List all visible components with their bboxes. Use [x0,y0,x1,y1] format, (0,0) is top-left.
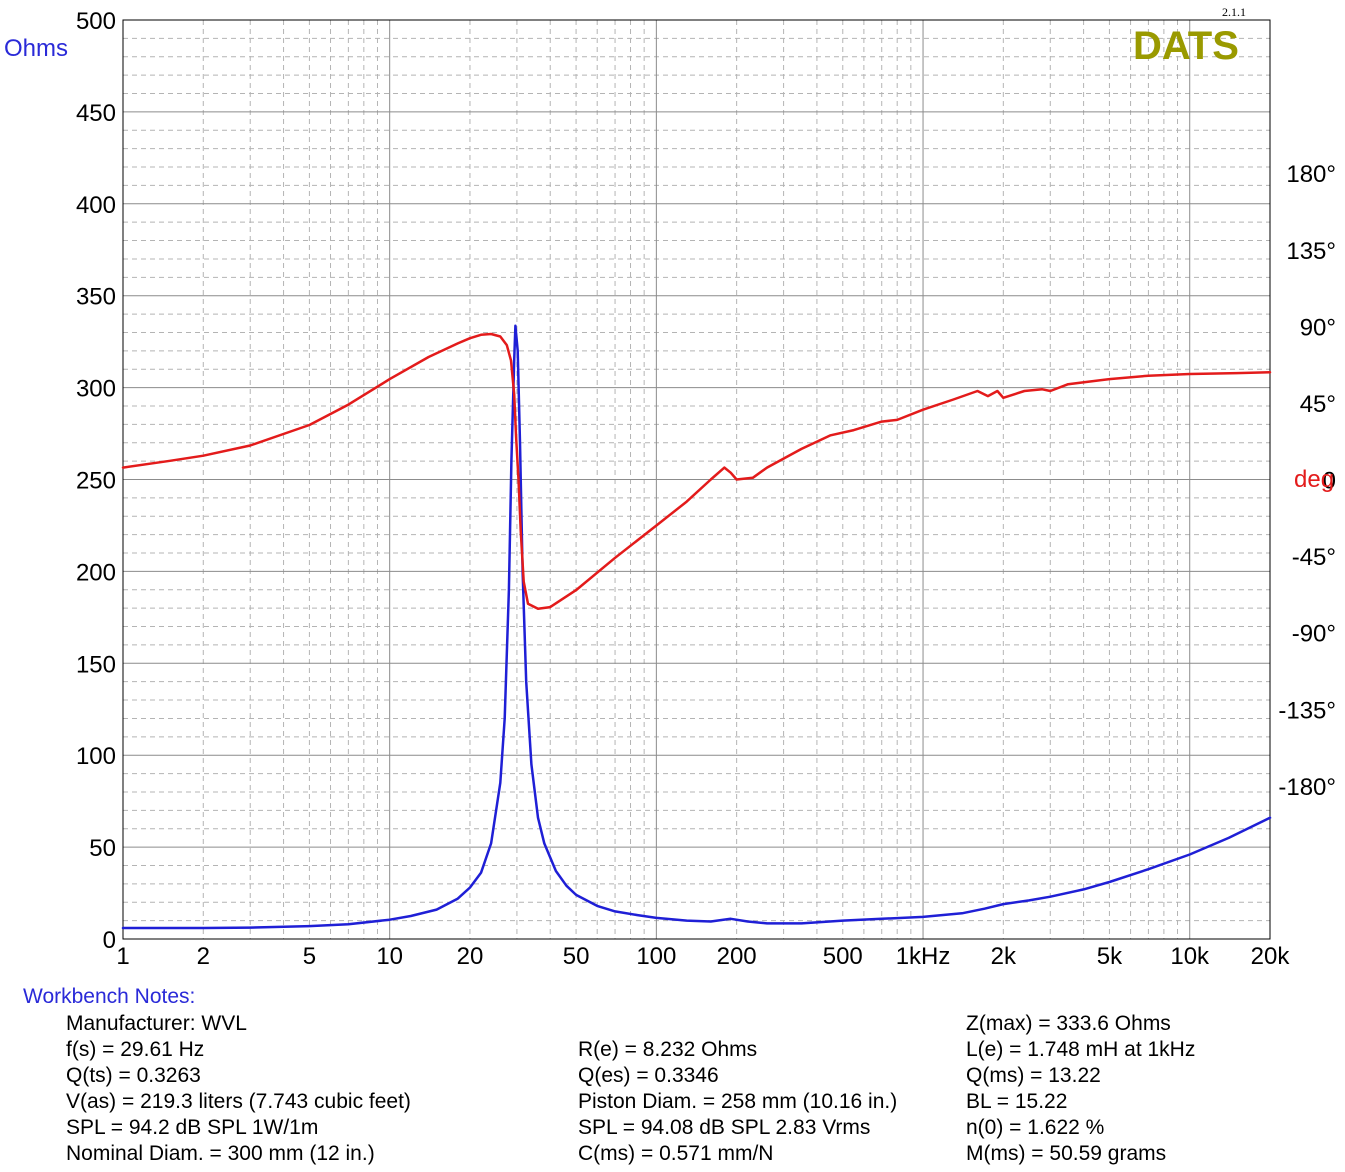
x-tick-label: 20 [457,943,484,970]
version-label: 2.1.1 [1222,5,1246,19]
left-tick-label: 200 [76,559,116,586]
note-zmax: Z(max) = 333.6 Ohms [966,1012,1171,1035]
note-fs: f(s) = 29.61 Hz [66,1038,205,1061]
left-axis-label: Ohms [4,35,68,62]
left-axis-ticks: 0 50 100 150 200 250 300 350 400 450 500 [76,8,116,954]
left-tick-label: 100 [76,743,116,770]
left-tick-label: 250 [76,468,116,495]
note-piston-diam: Piston Diam. = 258 mm (10.16 in.) [578,1090,898,1113]
notes-heading: Workbench Notes: [23,985,196,1008]
left-tick-label: 450 [76,100,116,127]
x-tick-label: 50 [563,943,590,970]
series-layer [121,324,1272,930]
right-tick-label: 0 [1323,468,1336,495]
right-tick-label: -45° [1292,544,1336,571]
x-axis-ticks: 1 2 5 10 20 50 100 200 500 1kHz 2k 5k 10k 20k [116,943,1290,970]
left-tick-label: 150 [76,651,116,678]
x-tick-label: 1kHz [896,943,951,970]
note-qts: Q(ts) = 0.3263 [66,1064,201,1087]
impedance-curve [121,324,1272,930]
right-tick-label: 180° [1286,161,1336,188]
right-tick-label: 90° [1300,314,1336,341]
left-tick-label: 350 [76,284,116,311]
note-le: L(e) = 1.748 mH at 1kHz [966,1038,1196,1061]
x-tick-label: 20k [1251,943,1291,970]
note-spl-1w: SPL = 94.2 dB SPL 1W/1m [66,1116,319,1139]
dats-logo: DATS [1133,24,1239,68]
impedance-phase-chart: 1 2 5 10 20 50 100 200 500 1kHz 2k 5k 10k 20k 0501001… [4,5,1336,970]
note-cms: C(ms) = 0.571 mm/N [578,1142,774,1165]
left-tick-label: 500 [76,8,116,35]
left-tick-label: 0 [103,927,116,954]
note-qes: Q(es) = 0.3346 [578,1064,719,1087]
right-tick-label: 45° [1300,391,1336,418]
note-manufacturer: Manufacturer: WVL [66,1012,247,1035]
x-tick-label: 2 [197,943,210,970]
left-tick-label: 50 [89,835,116,862]
x-tick-label: 2k [991,943,1017,970]
note-qms: Q(ms) = 13.22 [966,1064,1101,1087]
right-tick-label: 135° [1286,238,1336,265]
left-tick-label: 400 [76,192,116,219]
note-spl-vrms: SPL = 94.08 dB SPL 2.83 Vrms [578,1116,871,1139]
major-grid [122,19,1271,940]
left-tick-label: 300 [76,376,116,403]
x-tick-label: 500 [823,943,863,970]
right-tick-label: -135° [1278,697,1336,724]
note-re: R(e) = 8.232 Ohms [578,1038,758,1061]
note-bl: BL = 15.22 [966,1090,1068,1113]
plot-frame [122,19,1271,940]
right-axis-label: deg [1294,466,1334,493]
x-tick-label: 5 [303,943,316,970]
x-tick-label: 10 [376,943,403,970]
note-vas: V(as) = 219.3 liters (7.743 cubic feet) [66,1090,411,1113]
note-n0: n(0) = 1.622 % [966,1116,1105,1139]
x-tick-label: 100 [636,943,676,970]
note-nominal-diam: Nominal Diam. = 300 mm (12 in.) [66,1142,375,1165]
x-tick-label: 200 [717,943,757,970]
note-mms: M(ms) = 50.59 grams [966,1142,1167,1165]
right-axis-ticks: 180° 135° 90° 45° 0 -45° -90° -135° -180° [1278,161,1336,801]
phase-curve [121,332,1272,611]
x-tick-label: 5k [1097,943,1123,970]
x-tick-label: 10k [1170,943,1210,970]
right-tick-label: -180° [1278,774,1336,801]
right-tick-label: -90° [1292,621,1336,648]
x-tick-label: 1 [116,943,129,970]
